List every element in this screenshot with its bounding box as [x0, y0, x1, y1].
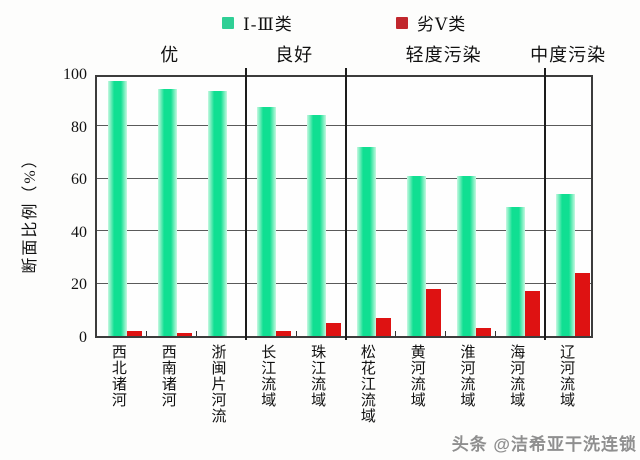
band-divider: [544, 68, 547, 340]
bar-inferior5: [376, 317, 391, 336]
x-category-label: 辽河流域: [558, 344, 575, 408]
legend-label-class1-3: Ⅰ-Ⅲ类: [243, 15, 293, 34]
y-tick-label: 20: [71, 276, 87, 294]
watermark-text: 头条 @洁希亚干洗连锁: [451, 435, 637, 454]
x-axis-tick: [196, 331, 198, 336]
bar-class1-3: [506, 207, 526, 336]
bar-class1-3: [157, 88, 177, 336]
y-tick-label: 100: [63, 66, 87, 83]
bar-class1-3: [406, 175, 426, 336]
x-axis-tick: [445, 331, 447, 336]
bar-inferior5: [276, 330, 292, 336]
bar-class1-3: [207, 91, 227, 336]
quality-band-label: 良好: [275, 45, 314, 65]
x-axis-tick: [146, 331, 148, 336]
x-category-label: 长江流域: [259, 344, 276, 408]
quality-band-label: 优: [160, 45, 180, 65]
x-category-label: 西北诸河: [109, 344, 126, 408]
bar-inferior5: [176, 333, 192, 336]
x-category-label: 松花江流域: [358, 344, 375, 424]
gridline: [97, 230, 591, 232]
gridline: [97, 177, 591, 179]
bar-class1-3: [257, 107, 277, 336]
bar-class1-3: [456, 175, 476, 336]
y-tick-label: 0: [79, 329, 87, 346]
x-axis-tick: [494, 331, 496, 336]
legend-swatch-red: [396, 16, 408, 29]
bar-class1-3: [357, 146, 376, 336]
legend-swatch-green: [222, 16, 234, 29]
y-axis-title: 断面比例（%）: [22, 150, 39, 274]
x-category-label: 西南诸河: [159, 344, 176, 408]
band-divider: [345, 68, 347, 340]
bar-inferior5: [525, 291, 541, 336]
x-category-label: 海河流域: [508, 344, 525, 408]
bar-class1-3: [108, 80, 127, 336]
gridline: [97, 125, 591, 127]
bar-inferior5: [575, 272, 591, 336]
bar-inferior5: [326, 322, 342, 336]
band-divider: [245, 68, 248, 340]
quality-band-label: 中度污染: [530, 45, 607, 65]
gridline: [97, 282, 591, 284]
x-category-label: 黄河流域: [408, 344, 425, 408]
x-axis-tick: [395, 331, 397, 336]
plot-area: [95, 68, 593, 340]
legend-item-inferior5: 劣Ⅴ类: [396, 10, 466, 35]
x-axis-tick: [295, 331, 297, 336]
y-tick-label: 80: [71, 118, 87, 136]
y-tick-label: 40: [71, 223, 87, 241]
legend-item-class1-3: Ⅰ-Ⅲ类: [222, 10, 293, 35]
bar-class1-3: [556, 193, 576, 336]
bar-inferior5: [475, 328, 491, 336]
x-category-label: 淮河流域: [458, 344, 475, 408]
bar-class1-3: [307, 115, 327, 336]
bar-inferior5: [127, 330, 142, 336]
y-tick-label: 60: [71, 171, 87, 189]
bar-inferior5: [425, 288, 441, 336]
x-category-label: 浙闽片河流: [209, 344, 226, 424]
quality-band-label: 轻度污染: [405, 45, 482, 65]
legend-label-inferior5: 劣Ⅴ类: [417, 15, 467, 34]
x-category-label: 珠江流域: [309, 344, 326, 408]
